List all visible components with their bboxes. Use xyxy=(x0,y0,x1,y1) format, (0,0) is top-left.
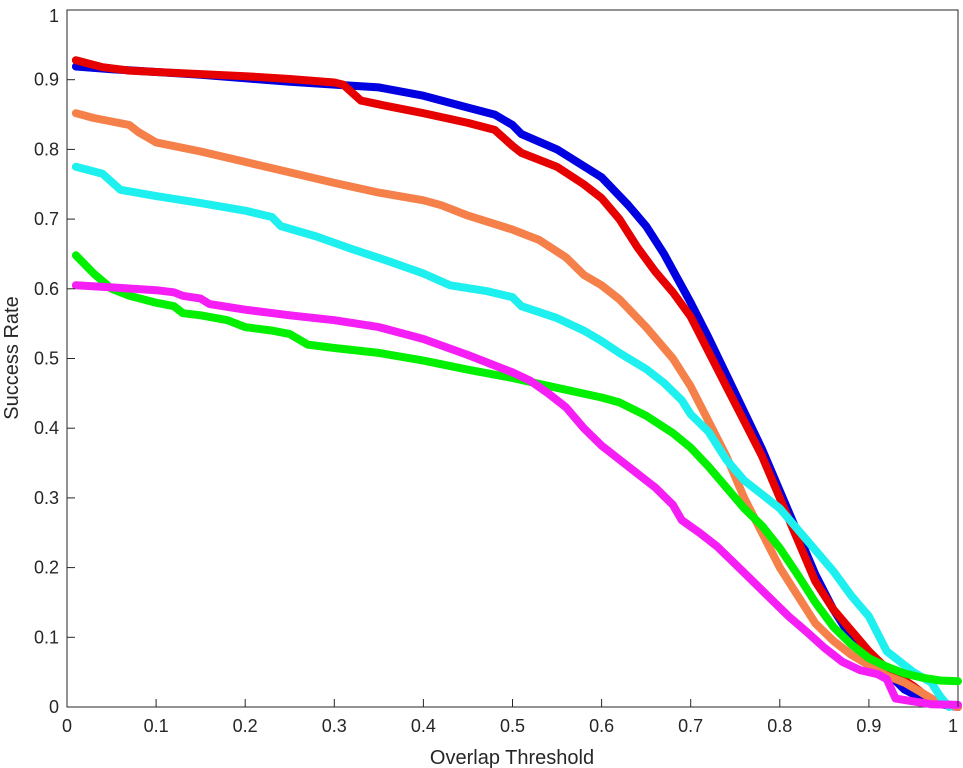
y-tick-label: 0.5 xyxy=(34,349,59,369)
y-tick-label: 0.6 xyxy=(34,279,59,299)
x-tick-label: 0.3 xyxy=(322,716,347,736)
x-tick-label: 0 xyxy=(62,716,72,736)
y-tick-label: 1 xyxy=(49,6,59,26)
series-line-3 xyxy=(71,109,962,711)
axes-layer: 0 0.1 0.2 0.3 0.4 0.5 0.6 0.7 0.8 0.9 1 0 0.1 0.2 0.3 0… xyxy=(34,6,959,736)
y-axis-title: Success Rate xyxy=(1,296,23,419)
x-tick-label: 0.5 xyxy=(500,716,525,736)
series-layer xyxy=(71,56,962,711)
series-line-5 xyxy=(71,251,962,686)
y-tick-label: 0.2 xyxy=(34,558,59,578)
x-tick-label: 0.4 xyxy=(411,716,436,736)
y-tick-label: 0.4 xyxy=(34,418,59,438)
x-tick-label: 0.2 xyxy=(233,716,258,736)
x-tick-label: 0.7 xyxy=(678,716,703,736)
y-tick-label: 0.3 xyxy=(34,488,59,508)
series-line-4 xyxy=(71,162,954,711)
series-line-6 xyxy=(71,281,962,709)
x-tick-label: 0.8 xyxy=(767,716,792,736)
y-tick-label: 0.1 xyxy=(34,627,59,647)
y-tick-label: 0.8 xyxy=(34,139,59,159)
x-axis-title: Overlap Threshold xyxy=(430,747,594,768)
y-tick-label: 0.7 xyxy=(34,209,59,229)
x-tick-label: 0.1 xyxy=(144,716,169,736)
x-tick-label: 0.9 xyxy=(856,716,881,736)
series-line-2 xyxy=(71,56,962,711)
x-tick-label: 0.6 xyxy=(589,716,614,736)
x-tick-label: 1 xyxy=(948,716,958,736)
y-tick-label: 0.9 xyxy=(34,70,59,90)
y-tick-label: 0 xyxy=(49,697,59,717)
